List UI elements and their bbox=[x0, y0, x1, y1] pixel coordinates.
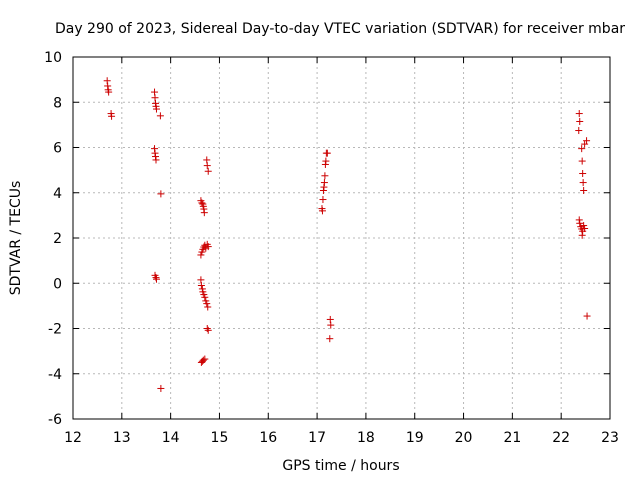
data-point bbox=[327, 321, 335, 329]
data-point bbox=[197, 282, 205, 290]
data-point bbox=[199, 356, 207, 364]
axis-ticks bbox=[72, 56, 611, 420]
x-tick-label: 21 bbox=[503, 430, 521, 446]
data-point bbox=[575, 127, 583, 135]
data-point bbox=[152, 156, 160, 164]
data-point bbox=[204, 303, 212, 311]
data-point bbox=[105, 88, 113, 96]
data-point bbox=[319, 196, 327, 204]
x-tick-label: 14 bbox=[162, 430, 180, 446]
data-point bbox=[108, 112, 116, 120]
x-tick-label: 12 bbox=[64, 430, 82, 446]
x-tick-label: 20 bbox=[455, 430, 473, 446]
y-axis-label: SDTVAR / TECUs bbox=[8, 181, 24, 296]
data-point bbox=[581, 224, 589, 232]
data-point bbox=[157, 190, 165, 198]
y-tick-label: 8 bbox=[53, 95, 62, 111]
data-point bbox=[321, 172, 329, 180]
x-tick-label: 18 bbox=[357, 430, 375, 446]
data-point bbox=[318, 207, 326, 215]
x-tick-label: 22 bbox=[552, 430, 570, 446]
y-tick-label: -6 bbox=[48, 412, 62, 428]
y-tick-labels: -6 -4 -2 0 2 4 6 8 10 bbox=[44, 50, 62, 428]
data-point bbox=[575, 110, 583, 118]
y-tick-label: 6 bbox=[53, 141, 62, 157]
data-point bbox=[320, 179, 328, 187]
y-tick-label: 10 bbox=[44, 50, 62, 66]
y-tick-label: 0 bbox=[53, 276, 62, 292]
data-point bbox=[204, 167, 212, 175]
data-point bbox=[578, 145, 586, 153]
data-point bbox=[322, 157, 330, 165]
y-tick-label: -2 bbox=[48, 322, 62, 338]
data-point bbox=[198, 199, 206, 207]
x-tick-label: 13 bbox=[113, 430, 131, 446]
data-point bbox=[201, 355, 209, 363]
data-point bbox=[576, 117, 584, 125]
data-point bbox=[157, 384, 165, 392]
data-point bbox=[323, 149, 331, 157]
grid-lines bbox=[73, 57, 610, 419]
data-points bbox=[103, 77, 591, 392]
y-tick-label: 4 bbox=[53, 186, 62, 202]
data-point bbox=[200, 209, 208, 217]
data-point bbox=[204, 243, 212, 251]
data-point bbox=[203, 162, 211, 170]
data-point bbox=[578, 157, 586, 165]
y-tick-label: 2 bbox=[53, 231, 62, 247]
data-point bbox=[203, 300, 211, 308]
x-tick-label: 23 bbox=[601, 430, 619, 446]
data-point bbox=[579, 170, 587, 178]
data-point bbox=[203, 325, 211, 332]
data-point bbox=[156, 112, 164, 120]
data-point bbox=[197, 251, 205, 259]
y-tick-label: -4 bbox=[48, 367, 62, 383]
data-point bbox=[583, 137, 591, 145]
data-point bbox=[583, 312, 591, 320]
x-tick-labels: 12 13 14 15 16 17 18 19 20 21 22 23 bbox=[64, 430, 619, 446]
x-tick-label: 15 bbox=[211, 430, 229, 446]
data-point bbox=[201, 293, 209, 301]
data-point bbox=[204, 326, 212, 334]
data-point bbox=[580, 186, 588, 194]
x-tick-label: 19 bbox=[406, 430, 424, 446]
data-point bbox=[576, 219, 584, 227]
data-point bbox=[580, 222, 588, 230]
data-point bbox=[579, 179, 587, 187]
data-point bbox=[152, 105, 160, 113]
chart-title: Day 290 of 2023, Sidereal Day-to-day VTE… bbox=[55, 21, 625, 37]
x-tick-label: 16 bbox=[259, 430, 277, 446]
x-tick-label: 17 bbox=[308, 430, 326, 446]
data-point bbox=[326, 335, 334, 343]
data-point bbox=[578, 231, 586, 239]
x-axis-label: GPS time / hours bbox=[282, 458, 399, 474]
data-point bbox=[152, 275, 160, 283]
